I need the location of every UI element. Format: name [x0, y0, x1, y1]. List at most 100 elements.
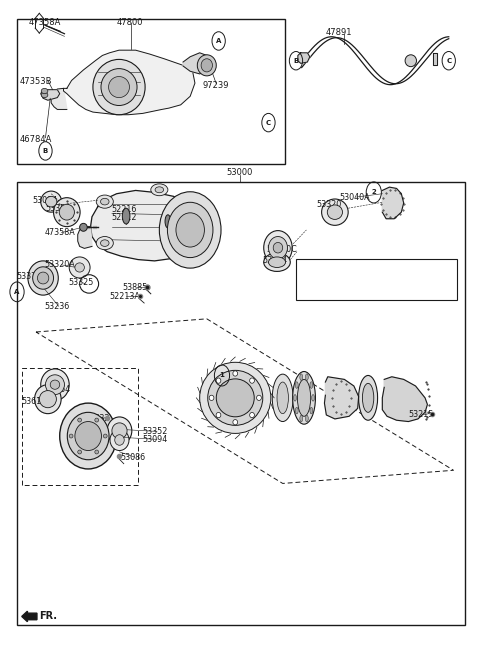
Text: C: C — [266, 120, 271, 125]
Ellipse shape — [264, 230, 292, 265]
Text: 47891: 47891 — [325, 28, 352, 37]
Ellipse shape — [176, 213, 204, 247]
Text: A: A — [216, 38, 221, 44]
Polygon shape — [63, 50, 195, 115]
Ellipse shape — [60, 403, 117, 469]
Ellipse shape — [405, 55, 417, 66]
Ellipse shape — [300, 415, 303, 422]
Ellipse shape — [216, 378, 221, 383]
Ellipse shape — [268, 257, 286, 268]
Ellipse shape — [293, 371, 315, 424]
Ellipse shape — [216, 412, 221, 418]
Ellipse shape — [122, 208, 130, 224]
Polygon shape — [78, 226, 92, 248]
Text: B: B — [293, 58, 299, 64]
Ellipse shape — [250, 378, 254, 383]
Ellipse shape — [28, 261, 58, 295]
Text: 47358A: 47358A — [29, 18, 61, 27]
Ellipse shape — [300, 374, 303, 380]
Ellipse shape — [277, 382, 288, 414]
Ellipse shape — [37, 272, 49, 284]
Text: 53320A: 53320A — [45, 260, 75, 270]
Polygon shape — [51, 88, 67, 110]
Ellipse shape — [327, 205, 342, 219]
Ellipse shape — [41, 191, 61, 212]
Polygon shape — [383, 376, 427, 422]
Text: 47353B: 47353B — [19, 77, 52, 86]
Ellipse shape — [78, 450, 82, 454]
Text: 53000: 53000 — [227, 168, 253, 177]
Ellipse shape — [33, 267, 54, 290]
Text: 53094: 53094 — [143, 435, 168, 444]
Ellipse shape — [359, 375, 378, 420]
Ellipse shape — [80, 223, 87, 231]
Ellipse shape — [96, 195, 113, 208]
Polygon shape — [41, 90, 60, 100]
Ellipse shape — [41, 92, 48, 98]
Ellipse shape — [295, 407, 298, 414]
FancyBboxPatch shape — [296, 259, 457, 300]
Ellipse shape — [273, 242, 283, 253]
Ellipse shape — [322, 199, 348, 225]
Ellipse shape — [95, 418, 98, 422]
Ellipse shape — [200, 363, 271, 434]
Ellipse shape — [250, 412, 254, 418]
Ellipse shape — [298, 379, 311, 416]
Ellipse shape — [75, 263, 84, 272]
Polygon shape — [91, 191, 200, 261]
Text: 53610C: 53610C — [22, 397, 52, 406]
Text: C: C — [446, 58, 451, 64]
Ellipse shape — [168, 203, 213, 258]
Ellipse shape — [69, 257, 90, 278]
Ellipse shape — [233, 371, 238, 376]
Text: 53352: 53352 — [143, 427, 168, 436]
Ellipse shape — [208, 371, 263, 426]
Text: THE NO.53210A: ①~②: THE NO.53210A: ①~② — [300, 284, 385, 293]
Ellipse shape — [75, 422, 101, 450]
Text: 47800: 47800 — [117, 18, 143, 27]
Ellipse shape — [216, 379, 254, 417]
Ellipse shape — [39, 390, 56, 408]
Ellipse shape — [101, 68, 137, 106]
Text: 53215: 53215 — [408, 410, 434, 420]
Ellipse shape — [155, 187, 164, 193]
Ellipse shape — [110, 430, 129, 450]
Ellipse shape — [103, 434, 107, 438]
Text: 46784A: 46784A — [19, 135, 52, 144]
Ellipse shape — [233, 420, 238, 425]
Polygon shape — [183, 53, 209, 74]
Ellipse shape — [96, 236, 113, 250]
Ellipse shape — [41, 88, 48, 94]
Ellipse shape — [100, 199, 109, 205]
FancyArrow shape — [22, 611, 37, 622]
Ellipse shape — [305, 415, 308, 422]
Text: 52216: 52216 — [111, 205, 136, 214]
Ellipse shape — [41, 369, 69, 400]
Text: 1: 1 — [219, 373, 225, 378]
Text: 53236: 53236 — [45, 302, 70, 311]
Ellipse shape — [305, 374, 308, 380]
Ellipse shape — [59, 205, 74, 220]
Text: 53371B: 53371B — [16, 272, 47, 280]
Text: 47335: 47335 — [170, 214, 195, 222]
Ellipse shape — [310, 382, 313, 388]
Ellipse shape — [50, 380, 60, 389]
Ellipse shape — [108, 76, 130, 98]
Text: 55732: 55732 — [84, 414, 110, 424]
Text: 53325: 53325 — [68, 278, 94, 287]
Ellipse shape — [165, 214, 171, 228]
Text: 2: 2 — [372, 189, 376, 195]
Ellipse shape — [69, 434, 73, 438]
Text: 47358A: 47358A — [45, 228, 75, 237]
Text: 53094: 53094 — [32, 196, 58, 205]
Text: NOTE: NOTE — [300, 266, 324, 274]
Text: 53064: 53064 — [46, 384, 71, 394]
Ellipse shape — [272, 374, 293, 422]
Ellipse shape — [46, 197, 57, 207]
Polygon shape — [298, 53, 310, 63]
Ellipse shape — [100, 240, 109, 246]
Ellipse shape — [159, 192, 221, 268]
Ellipse shape — [362, 383, 374, 412]
Ellipse shape — [264, 253, 290, 272]
Ellipse shape — [93, 59, 145, 115]
